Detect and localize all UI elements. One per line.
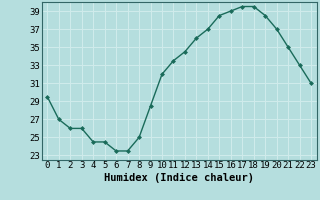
X-axis label: Humidex (Indice chaleur): Humidex (Indice chaleur): [104, 173, 254, 183]
